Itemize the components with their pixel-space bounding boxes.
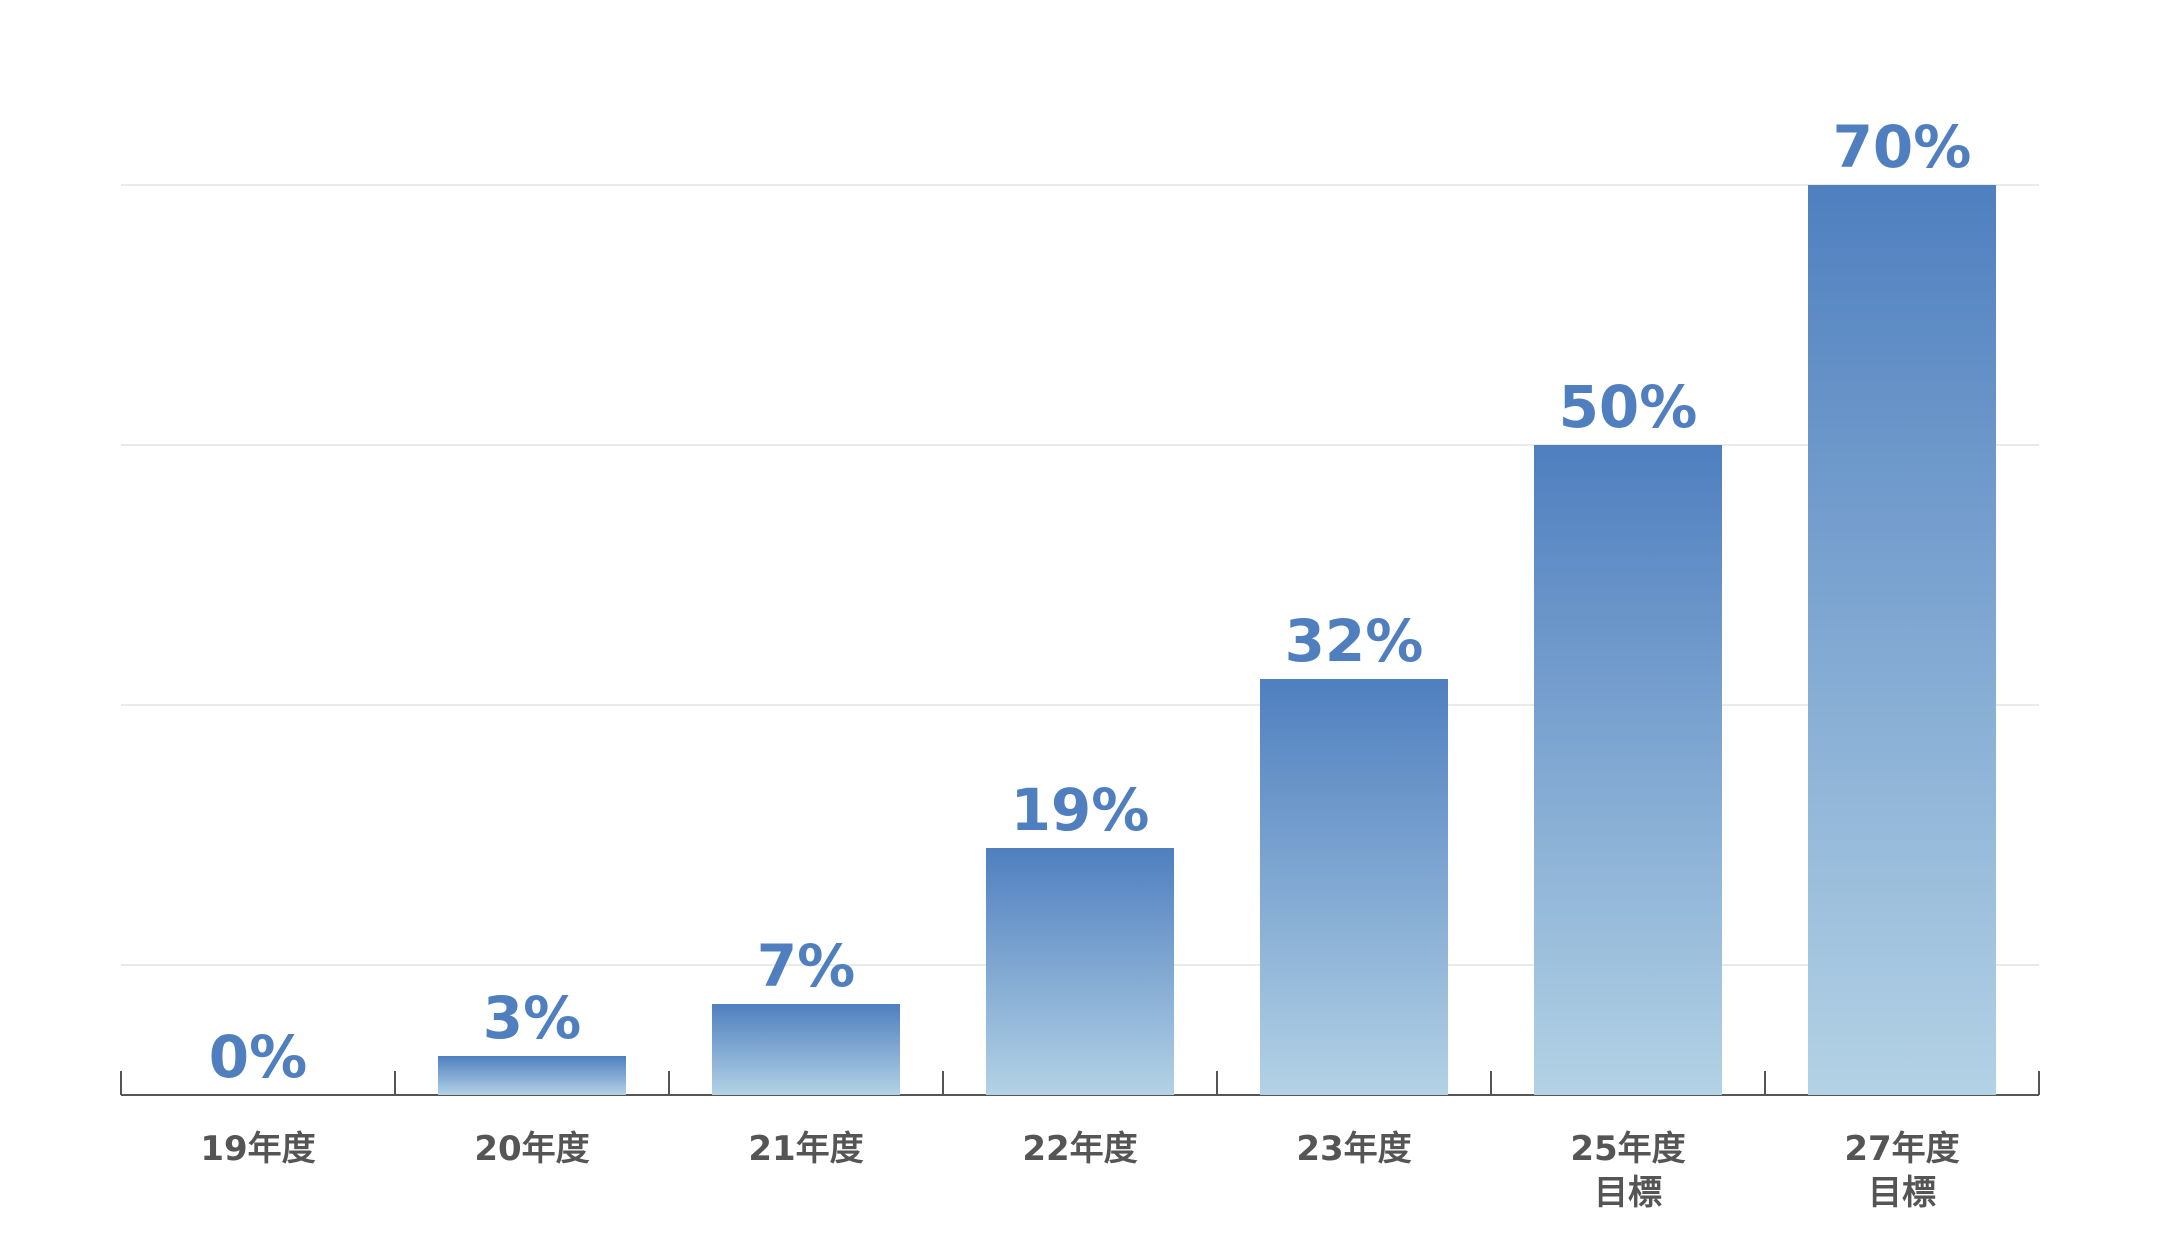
x-tick-label: 21年度 — [748, 1129, 864, 1169]
value-label: 7% — [757, 932, 855, 1000]
x-tick-label: 22年度 — [1022, 1129, 1138, 1169]
bar — [438, 1056, 626, 1095]
bar — [986, 848, 1174, 1095]
bar — [1534, 445, 1722, 1095]
value-label: 3% — [483, 984, 581, 1052]
value-label: 0% — [209, 1023, 307, 1091]
bar — [1260, 679, 1448, 1095]
x-tick-label: 20年度 — [474, 1129, 590, 1169]
value-label: 70% — [1833, 113, 1972, 181]
x-tick-label: 25年度 目標 — [1570, 1129, 1686, 1213]
x-tick-label: 23年度 — [1296, 1129, 1412, 1169]
bar — [712, 1004, 900, 1095]
x-tick-label: 19年度 — [200, 1129, 316, 1169]
value-label: 50% — [1559, 373, 1698, 441]
value-label: 32% — [1285, 607, 1424, 675]
bar — [1808, 185, 1996, 1095]
x-tick-label: 27年度 目標 — [1844, 1129, 1960, 1213]
value-label: 19% — [1011, 776, 1150, 844]
